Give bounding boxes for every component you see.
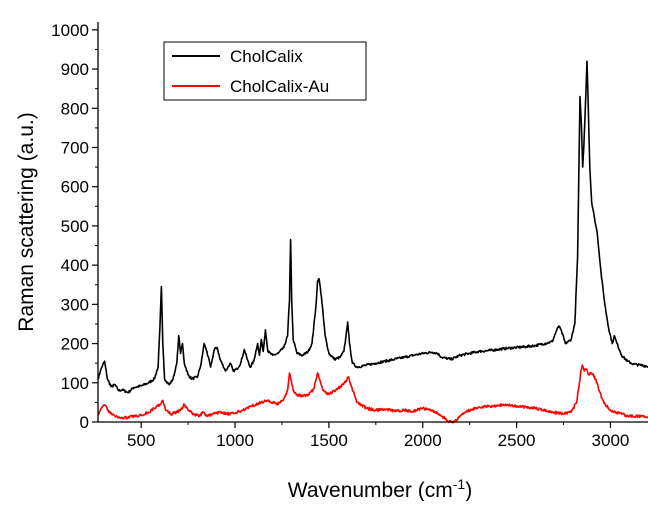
y-tick-label: 900 — [61, 60, 89, 79]
y-tick-label: 600 — [61, 178, 89, 197]
x-tick-label: 1500 — [310, 431, 348, 450]
series-line-cholcalix-au — [97, 364, 648, 424]
x-tick-label: 2500 — [498, 431, 536, 450]
legend-box — [163, 41, 367, 101]
legend-label-cholcalix: CholCalix — [230, 47, 303, 66]
x-tick-label: 500 — [127, 431, 155, 450]
y-tick-label: 700 — [61, 138, 89, 157]
series-line-cholcalix — [97, 60, 648, 394]
x-tick-label: 3000 — [592, 431, 630, 450]
legend-label-cholcalix-au: CholCalix-Au — [230, 77, 329, 96]
y-tick-label: 0 — [80, 413, 89, 432]
x-axis-label-superscript: -1 — [453, 476, 466, 492]
x-axis-label: Wavenumber (cm-1) — [288, 476, 472, 501]
x-tick-label: 1000 — [216, 431, 254, 450]
y-axis-label: Raman scattering (a.u.) — [15, 112, 38, 331]
y-tick-label: 400 — [61, 256, 89, 275]
y-tick-label: 300 — [61, 295, 89, 314]
axes: 0 100 200 300 400 500 600 700 800 900 1000 500 1000 1… — [51, 21, 648, 450]
y-tick-label: 800 — [61, 99, 89, 118]
plot-area — [97, 60, 648, 424]
legend: CholCalix CholCalix-Au — [163, 41, 367, 101]
y-tick-label: 200 — [61, 335, 89, 354]
x-axis-label-suffix: ) — [465, 479, 472, 501]
y-tick-label: 100 — [61, 374, 89, 393]
y-tick-label: 500 — [61, 217, 89, 236]
y-tick-label: 1000 — [51, 21, 89, 40]
x-axis-label-main: Wavenumber (cm — [288, 479, 453, 501]
x-tick-label: 2000 — [404, 431, 442, 450]
